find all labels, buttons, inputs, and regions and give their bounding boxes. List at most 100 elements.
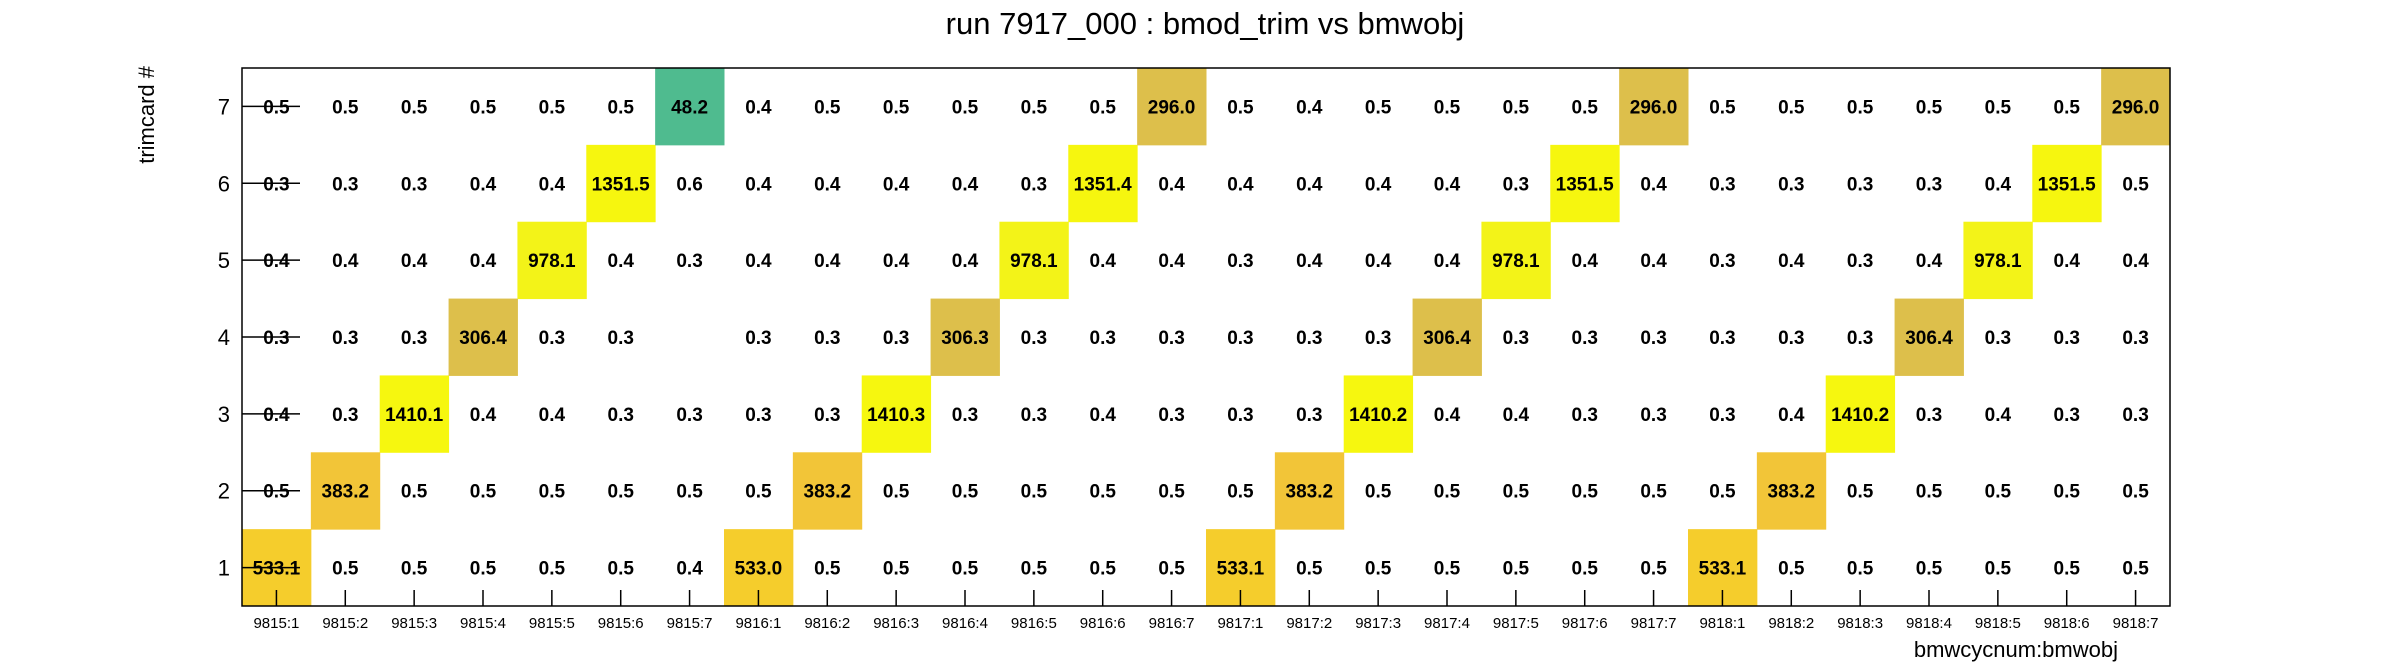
cell-value-label: 0.5: [952, 559, 979, 580]
cell-value-label: 0.3: [745, 405, 771, 426]
cell-value-label: 0.4: [1572, 251, 1599, 272]
axis-ticks: [242, 105, 2137, 606]
cell-value-label: 296.0: [1148, 97, 1196, 118]
cell-value-label: 0.5: [1365, 97, 1392, 118]
cell-value-label: 0.3: [1847, 251, 1873, 272]
cell-value-label: 0.5: [608, 559, 635, 580]
cell-value-label: 0.5: [952, 97, 979, 118]
heatmap-cell: [2101, 68, 2171, 146]
cell-value-label: 0.5: [1778, 559, 1805, 580]
heatmap-cell: [1412, 298, 1482, 376]
cell-value-label: 0.5: [1021, 97, 1048, 118]
cell-value-label: 0.4: [1296, 251, 1323, 272]
cell-value-label: 0.3: [1847, 328, 1873, 349]
y-tick-label: 7: [218, 94, 230, 119]
cell-value-label: 1410.2: [1831, 405, 1889, 426]
x-tick-label: 9815:6: [598, 615, 644, 632]
cell-value-label: 0.4: [1778, 251, 1805, 272]
x-tick-label: 9817:5: [1493, 615, 1539, 632]
cell-value-label: 0.5: [2054, 97, 2081, 118]
cell-value-label: 0.4: [1640, 251, 1667, 272]
cell-value-label: 0.3: [1296, 405, 1322, 426]
cell-value-label: 0.5: [1572, 559, 1599, 580]
cell-value-label: 0.5: [1365, 559, 1392, 580]
cell-value-label: 0.3: [1778, 328, 1804, 349]
cell-value-label: 0.5: [2054, 559, 2081, 580]
cell-value-label: 0.5: [263, 97, 290, 118]
cell-value-label: 0.3: [2122, 405, 2148, 426]
cell-value-label: 0.4: [745, 97, 772, 118]
cell-value-label: 978.1: [528, 251, 576, 272]
cell-value-label: 0.5: [1090, 97, 1117, 118]
cell-value-label: 0.4: [814, 251, 841, 272]
cell-value-label: 0.4: [1640, 174, 1667, 195]
cell-value-label: 0.3: [332, 405, 358, 426]
x-tick-label: 9815:5: [529, 615, 575, 632]
cell-value-label: 0.3: [1158, 328, 1184, 349]
x-axis-label: bmwcycnum:bmwobj: [1914, 637, 2118, 662]
cell-value-label: 0.4: [745, 251, 772, 272]
cell-value-label: 0.3: [1572, 328, 1598, 349]
cell-value-label: 0.5: [745, 482, 772, 503]
cell-value-label: 0.3: [1778, 174, 1804, 195]
cell-value-label: 0.5: [1847, 482, 1874, 503]
heatmap-cell: [930, 298, 1000, 376]
cell-value-label: 0.4: [1778, 405, 1805, 426]
cell-value-label: 0.4: [1227, 174, 1254, 195]
cell-value-label: 0.4: [1296, 174, 1323, 195]
heatmap-cell: [1137, 68, 1207, 146]
cell-value-label: 0.4: [952, 251, 979, 272]
cell-value-label: 0.3: [1985, 328, 2011, 349]
cell-value-label: 0.4: [401, 251, 428, 272]
cell-value-label: 0.5: [1365, 482, 1392, 503]
x-tick-label: 9817:3: [1355, 615, 1401, 632]
cell-value-label: 0.4: [1090, 405, 1117, 426]
cell-value-label: 0.4: [1365, 174, 1392, 195]
cell-value-label: 0.5: [676, 482, 703, 503]
heatmap-cell: [310, 452, 381, 530]
cell-value-label: 0.3: [1296, 328, 1322, 349]
y-tick-label: 1: [218, 556, 230, 581]
x-tick-label: 9815:1: [253, 615, 299, 632]
x-tick-label: 9816:7: [1149, 615, 1195, 632]
cell-value-label: 0.5: [952, 482, 979, 503]
cell-value-label: 0.4: [332, 251, 359, 272]
cell-value-label: 978.1: [1010, 251, 1058, 272]
heatmap-cell: [999, 221, 1069, 300]
cell-value-label: 0.5: [1503, 482, 1530, 503]
cell-value-label: 0.4: [1434, 251, 1461, 272]
cell-value-label: 0.5: [539, 482, 566, 503]
cell-value-label: 0.5: [1434, 482, 1461, 503]
cell-value-label: 0.5: [539, 97, 566, 118]
x-tick-label: 9816:4: [942, 615, 988, 632]
heatmap-cell: [655, 68, 725, 146]
cell-value-label: 0.4: [883, 174, 910, 195]
cell-value-label: 0.3: [1709, 251, 1735, 272]
cell-value-label: 0.4: [470, 174, 497, 195]
cell-value-label: 0.5: [883, 559, 910, 580]
heatmap-cell: [586, 144, 656, 223]
x-tick-label: 9815:4: [460, 615, 506, 632]
x-tick-label: 9818:6: [2044, 615, 2090, 632]
cell-value-label: 0.3: [814, 328, 840, 349]
cell-value-label: 1351.4: [1074, 174, 1133, 195]
x-tick-label: 9818:7: [2113, 615, 2159, 632]
cell-value-label: 0.3: [2054, 328, 2080, 349]
cell-value-label: 0.3: [608, 328, 634, 349]
cell-value-label: 0.4: [1916, 251, 1943, 272]
y-tick-label: 6: [218, 171, 230, 196]
cell-value-label: 306.4: [1423, 328, 1471, 349]
cell-value-label: 0.3: [1090, 328, 1116, 349]
cell-value-label: 0.5: [883, 97, 910, 118]
cell-value-label: 1410.3: [867, 405, 925, 426]
cell-value-label: 0.3: [676, 251, 702, 272]
cell-value-label: 0.5: [1572, 97, 1599, 118]
cell-value-label: 0.3: [1709, 405, 1735, 426]
cell-value-label: 0.4: [745, 174, 772, 195]
cell-value-label: 0.4: [1434, 405, 1461, 426]
cell-value-label: 533.1: [1217, 559, 1265, 580]
cell-value-label: 0.5: [1640, 482, 1667, 503]
x-tick-label: 9818:3: [1837, 615, 1883, 632]
heatmap-cell: [792, 452, 863, 530]
cell-value-label: 0.3: [1916, 405, 1942, 426]
